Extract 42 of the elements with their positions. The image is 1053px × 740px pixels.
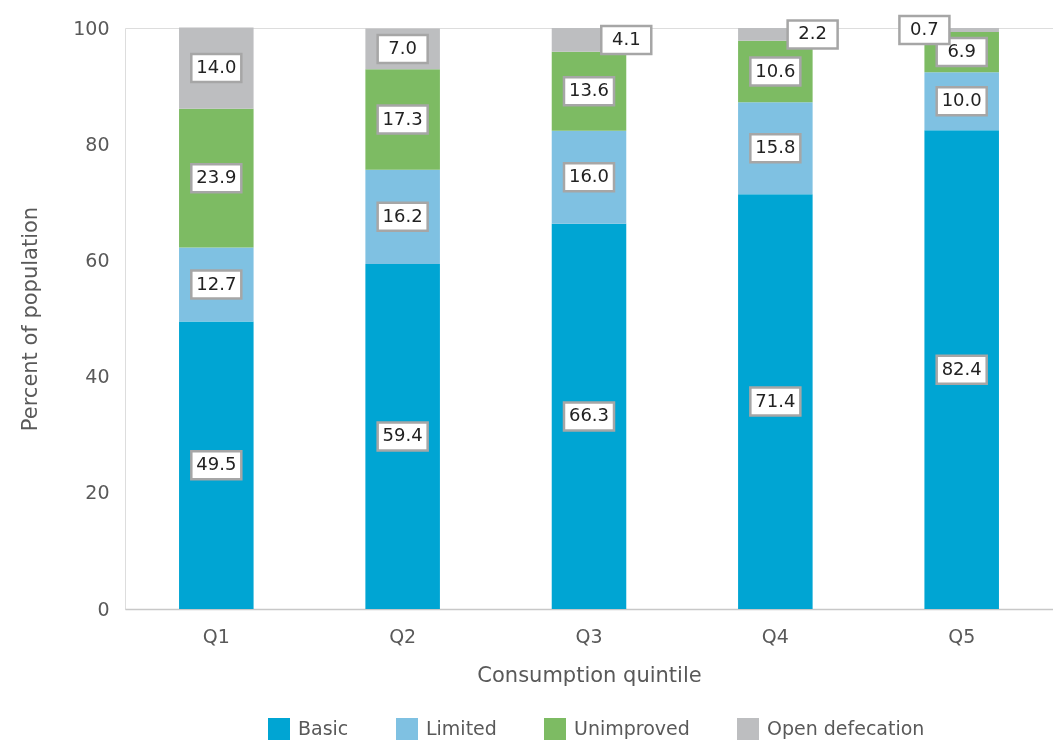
data-label: 66.3 <box>568 404 610 426</box>
data-label: 10.6 <box>755 59 796 81</box>
bar <box>738 194 813 609</box>
y-tick-label: 80 <box>85 132 110 155</box>
legend-label: Limited <box>426 717 497 739</box>
y-tick-label: 0 <box>97 597 110 620</box>
data-label: 82.4 <box>941 357 982 379</box>
bar <box>179 321 254 609</box>
data-label: 23.9 <box>196 166 237 188</box>
data-label: 6.9 <box>947 40 977 62</box>
x-tick-label: Q3 <box>575 624 603 647</box>
y-tick-label: 40 <box>85 365 110 388</box>
data-label: 14.0 <box>196 56 237 78</box>
data-label: 16.0 <box>568 165 610 187</box>
data-label: 4.1 <box>611 27 641 49</box>
y-axis-title: Percent of population <box>18 206 43 432</box>
data-label: 0.7 <box>910 18 939 40</box>
data-label: 13.6 <box>568 79 610 101</box>
x-axis-title: Consumption quintile <box>477 662 702 687</box>
legend-label: Unimproved <box>574 717 690 739</box>
data-label: 59.4 <box>382 424 423 446</box>
legend-label: Open defecation <box>767 717 925 739</box>
bar <box>924 130 999 609</box>
y-tick-label: 60 <box>85 248 110 271</box>
data-label: 2.2 <box>798 22 827 44</box>
data-label: 15.8 <box>755 136 796 158</box>
bar <box>365 263 440 609</box>
data-label: 16.2 <box>382 204 423 226</box>
legend-label: Basic <box>298 717 349 739</box>
bar <box>551 223 627 609</box>
x-tick-label: Q2 <box>389 624 417 647</box>
y-tick-label: 100 <box>73 16 110 39</box>
y-tick-label: 20 <box>85 481 110 504</box>
data-label: 17.3 <box>382 107 423 129</box>
data-label: 7.0 <box>388 36 417 58</box>
x-tick-label: Q4 <box>761 624 789 647</box>
x-tick-label: Q5 <box>948 624 976 647</box>
data-label: 12.7 <box>196 272 237 294</box>
data-label: 71.4 <box>755 389 796 411</box>
data-label: 49.5 <box>196 453 237 475</box>
data-label: 10.0 <box>941 89 982 111</box>
x-tick-label: Q1 <box>202 624 230 647</box>
